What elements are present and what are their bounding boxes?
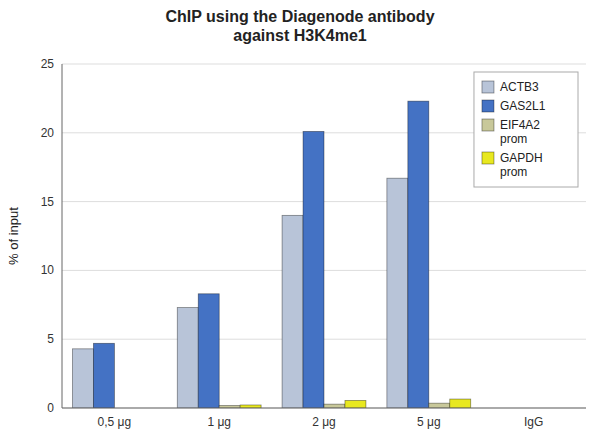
- legend-swatch: [482, 100, 494, 112]
- bar: [93, 343, 114, 408]
- legend-label: GAS2L1: [500, 99, 546, 113]
- bar: [282, 215, 303, 408]
- category-label: IgG: [524, 415, 543, 429]
- x-axis-line: [62, 408, 586, 409]
- legend-label: ACTB3: [500, 80, 539, 94]
- category-label: 5 μg: [417, 415, 441, 429]
- bar: [303, 131, 324, 408]
- tick-label: 0: [47, 401, 54, 415]
- tick-label: 10: [41, 263, 55, 277]
- bar: [345, 400, 366, 408]
- chart: ChIP using the Diagenode antibodyagainst…: [0, 0, 600, 448]
- tick-label: 15: [41, 195, 55, 209]
- tick-label: 20: [41, 126, 55, 140]
- tick-label: 5: [47, 332, 54, 346]
- category-label: 0,5 μg: [98, 415, 132, 429]
- legend-box: [474, 72, 578, 187]
- tick-label: 25: [41, 57, 55, 71]
- bar: [177, 308, 198, 408]
- axis-label: % of input: [6, 207, 21, 265]
- grid-line: [62, 408, 586, 409]
- category-label: 2 μg: [312, 415, 336, 429]
- y-axis-line: [62, 64, 63, 408]
- bar: [408, 101, 429, 408]
- y-axis: 0 5 10 15 20 25: [41, 57, 586, 415]
- legend-swatch: [482, 119, 494, 131]
- legend-swatch: [482, 81, 494, 93]
- legend: ACTB3 GAS2L1 EIF4A2prom GAPDHprom: [474, 72, 578, 187]
- plot-area: [62, 64, 586, 408]
- bar: [324, 404, 345, 408]
- bars: [72, 101, 470, 408]
- bar: [198, 294, 219, 408]
- legend-swatch: [482, 152, 494, 164]
- grid-line: [62, 64, 586, 65]
- bar: [387, 178, 408, 408]
- bar: [429, 403, 450, 408]
- legend-label: EIF4A2prom: [500, 118, 540, 146]
- bar: [72, 349, 93, 408]
- category-label: 1 μg: [207, 415, 231, 429]
- title: ChIP using the Diagenode antibodyagainst…: [165, 8, 434, 44]
- legend-label: GAPDHprom: [500, 151, 543, 179]
- bar: [450, 399, 471, 408]
